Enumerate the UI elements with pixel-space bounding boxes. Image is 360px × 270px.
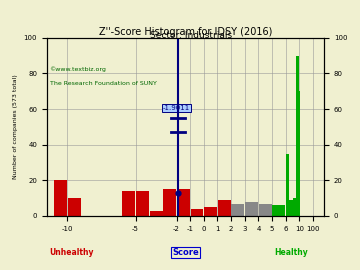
Bar [231,204,244,216]
Bar [204,207,217,216]
Text: Score: Score [172,248,199,257]
Bar [296,56,299,216]
Text: ©www.textbiz.org: ©www.textbiz.org [50,66,107,72]
Text: -1.9011: -1.9011 [163,105,190,111]
Bar [289,200,293,216]
Bar [190,209,203,216]
Text: The Research Foundation of SUNY: The Research Foundation of SUNY [50,80,157,86]
Bar [177,189,190,216]
Bar [293,198,296,216]
Text: Unhealthy: Unhealthy [49,248,94,257]
Bar [245,202,258,216]
Bar [286,154,289,216]
Bar [122,191,135,216]
Bar [259,204,272,216]
Text: Sector: Industrials: Sector: Industrials [150,31,232,40]
Bar [68,198,81,216]
Bar [218,200,231,216]
Bar [54,180,67,216]
Bar [273,205,285,216]
Bar [149,211,162,216]
Y-axis label: Number of companies (573 total): Number of companies (573 total) [13,75,18,179]
Title: Z''-Score Histogram for IDSY (2016): Z''-Score Histogram for IDSY (2016) [99,27,272,37]
Text: Healthy: Healthy [274,248,307,257]
Bar [163,189,176,216]
Bar [136,191,149,216]
